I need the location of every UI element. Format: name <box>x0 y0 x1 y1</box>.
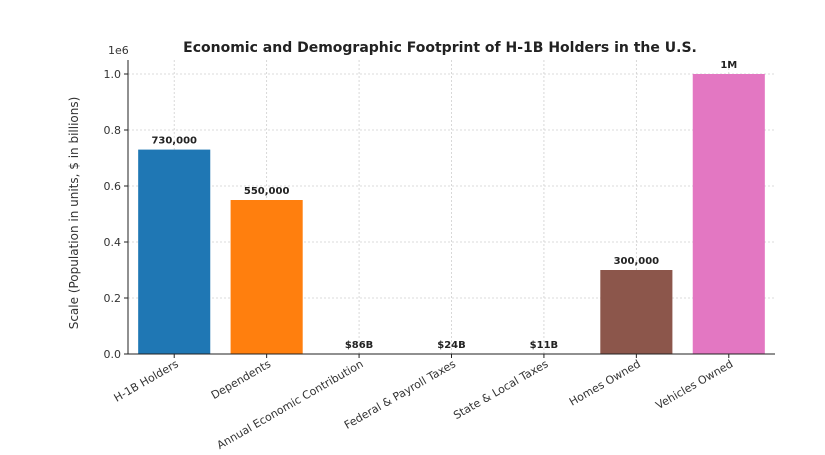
bars <box>138 74 765 354</box>
chart-title: Economic and Demographic Footprint of H-… <box>183 40 697 56</box>
y-tick-label: 0.6 <box>104 180 122 193</box>
data-labels: 730,000 550,000 $86B $24B $11B 300,000 1M <box>151 60 737 351</box>
grid-lines <box>128 60 775 355</box>
x-tick-label: Vehicles Owned <box>653 357 735 412</box>
bar <box>692 74 765 354</box>
bar-data-label: $24B <box>437 340 466 351</box>
x-tick-label: Dependents <box>209 357 274 402</box>
y-axis-label: Scale (Population in units, $ in billion… <box>67 97 81 330</box>
bar-data-label: $11B <box>530 340 559 351</box>
bar-data-label: 1M <box>720 60 737 71</box>
y-tick-label: 0.0 <box>104 348 122 361</box>
x-tick-label: H-1B Holders <box>112 357 181 405</box>
bar <box>600 270 673 354</box>
bar <box>230 200 303 354</box>
y-tick-label: 0.8 <box>104 124 122 137</box>
y-tick-label: 0.2 <box>104 292 122 305</box>
y-tick-label: 1.0 <box>104 68 122 81</box>
bar <box>138 149 211 354</box>
y-axis-offset-label: 1e6 <box>108 44 129 57</box>
x-tick-label: Homes Owned <box>567 357 643 408</box>
bar-data-label: 550,000 <box>244 186 290 197</box>
x-tick-label: State & Local Taxes <box>451 357 550 422</box>
bar-data-label: $86B <box>345 340 374 351</box>
x-tick-label: Annual Economic Contribution <box>215 357 366 452</box>
bar-data-label: 730,000 <box>151 136 197 147</box>
y-tick-label: 0.4 <box>104 236 122 249</box>
bar-data-label: 300,000 <box>614 256 660 267</box>
y-ticks: 0.0 0.2 0.4 0.6 0.8 1.0 <box>104 68 128 361</box>
